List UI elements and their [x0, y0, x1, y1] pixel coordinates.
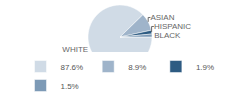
- svg-text:HISPANIC: HISPANIC: [154, 22, 191, 31]
- svg-text:BLACK: BLACK: [154, 31, 181, 40]
- svg-text:1.5%: 1.5%: [61, 82, 79, 91]
- svg-text:1.9%: 1.9%: [196, 63, 214, 72]
- svg-text:8.9%: 8.9%: [128, 63, 146, 72]
- svg-text:ASIAN: ASIAN: [150, 13, 174, 22]
- svg-text:87.6%: 87.6%: [61, 63, 84, 72]
- svg-text:WHITE: WHITE: [62, 45, 89, 55]
